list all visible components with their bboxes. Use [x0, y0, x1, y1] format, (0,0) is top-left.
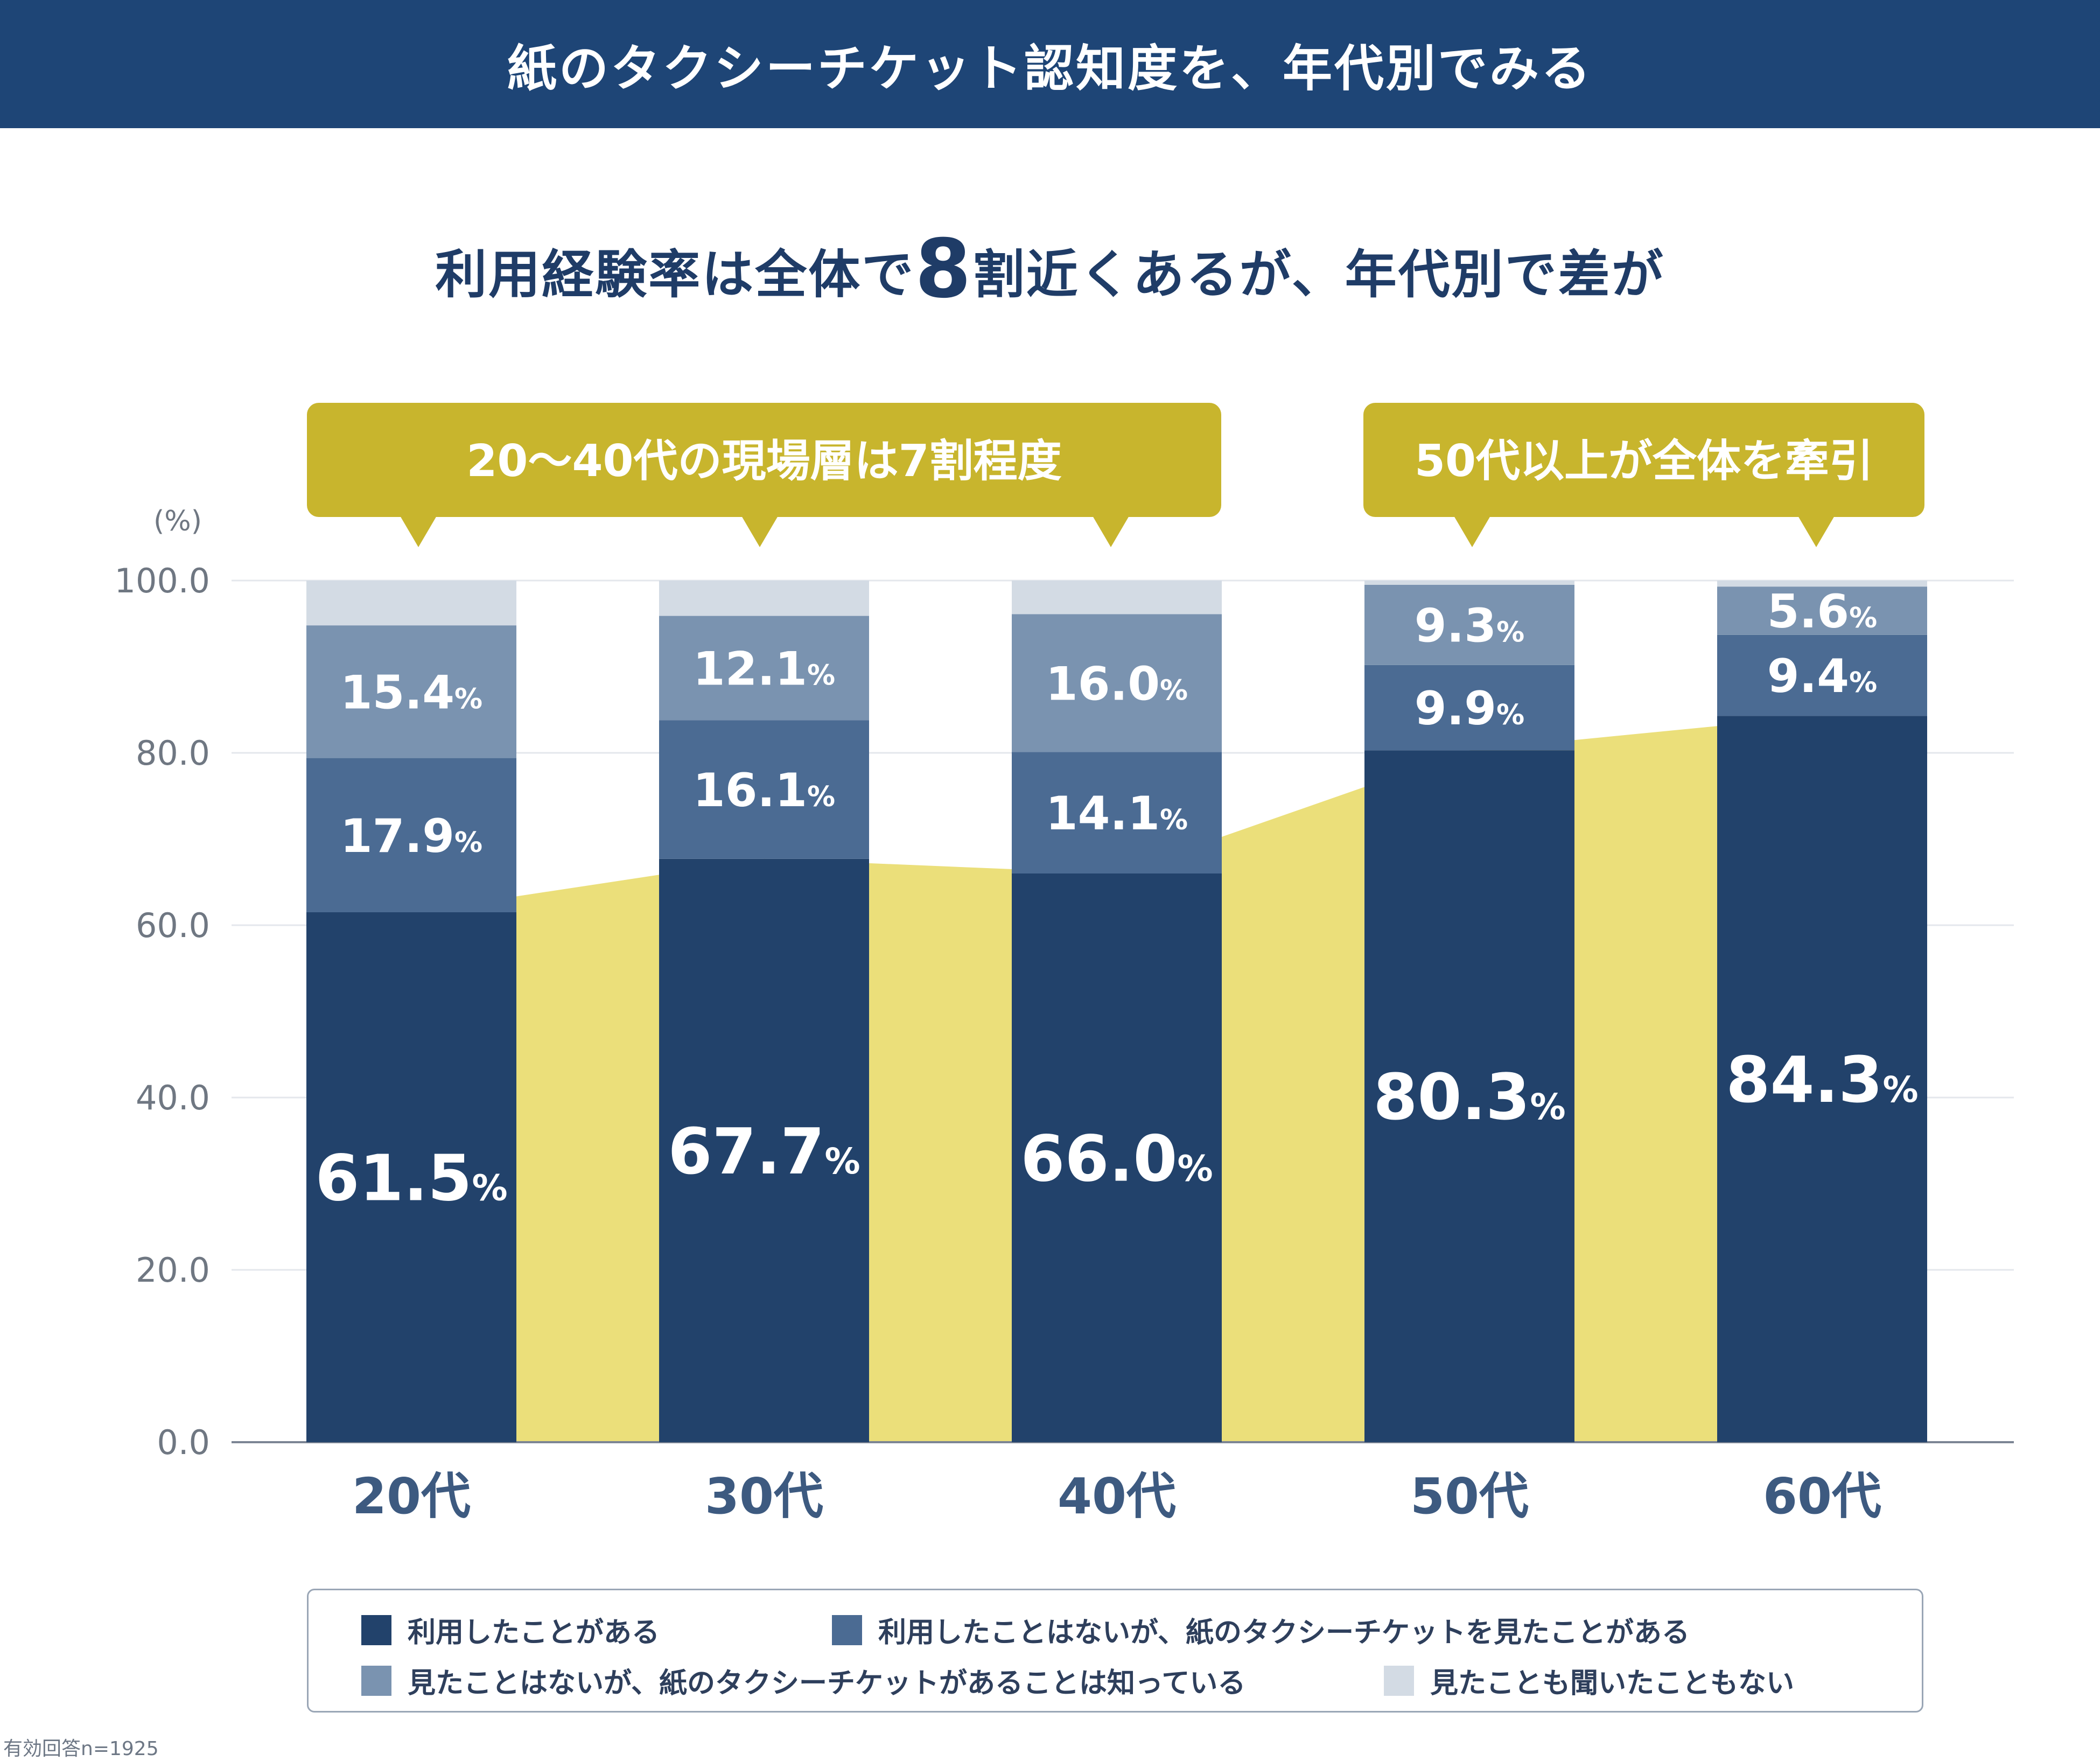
y-tick-label: 60.0	[136, 906, 210, 945]
bar-value-label: 80.3%	[1373, 1060, 1565, 1134]
bar-segment	[1012, 752, 1222, 873]
bar-value-label: 17.9%	[340, 809, 482, 863]
callout-text: 20～40代の現場層は7割程度	[466, 436, 1061, 487]
legend: 利用したことがある 利用したことはないが、紙のタクシーチケットを見たことがある …	[307, 1589, 1923, 1713]
y-tick-label: 20.0	[136, 1250, 210, 1290]
callout-pointer	[1454, 516, 1490, 547]
bar-segment	[1012, 581, 1222, 614]
bar-segment	[306, 581, 516, 626]
subtitle-highlight: 8	[915, 222, 973, 316]
bar-value-label: 16.0%	[1046, 657, 1188, 711]
bar-segment	[1717, 581, 1927, 587]
legend-item-used: 利用したことがある	[361, 1610, 660, 1650]
callout-pointer	[400, 516, 437, 547]
bar-segment	[659, 616, 869, 721]
bar-segment	[1012, 614, 1222, 752]
bar-value-label: 14.1%	[1046, 787, 1188, 841]
bar-segment	[1364, 750, 1574, 1442]
bar-segment	[306, 912, 516, 1442]
bar-value-label: 15.4%	[340, 666, 482, 719]
legend-label: 利用したことはないが、紙のタクシーチケットを見たことがある	[878, 1617, 1690, 1649]
bar-segment	[1012, 873, 1222, 1442]
y-tick-label: 0.0	[157, 1423, 210, 1462]
bar-segment	[1717, 716, 1927, 1442]
legend-swatch	[1384, 1665, 1414, 1696]
x-tick-label: 30代	[705, 1467, 823, 1525]
chart-subtitle: 利用経験率は全体で8割近くあるが、年代別で差が	[0, 226, 2100, 318]
bar-value-label: 5.6%	[1767, 585, 1877, 639]
bar-value-label: 16.1%	[693, 764, 835, 817]
bar-value-label: 84.3%	[1726, 1043, 1918, 1117]
bar-value-label: 9.9%	[1415, 682, 1524, 736]
legend-label: 見たことも聞いたこともない	[1430, 1667, 1795, 1700]
subtitle-before: 利用経験率は全体で	[435, 244, 915, 305]
legend-swatch	[832, 1615, 862, 1645]
stacked-bar-chart: 0.0 20.0 40.0 60.0 80.0 100.0 (%) 61.5% 17.9% 15.…	[115, 403, 2014, 1525]
bar-value-label: 67.7%	[668, 1114, 860, 1189]
legend-label: 利用したことがある	[408, 1617, 660, 1649]
legend-swatch	[361, 1665, 391, 1696]
bar-segment	[306, 625, 516, 758]
legend-label: 見たことはないが、紙のタクシーチケットがあることは知っている	[408, 1667, 1246, 1700]
x-tick-label: 40代	[1058, 1467, 1176, 1525]
bar-segment	[659, 581, 869, 616]
bar-value-label: 12.1%	[693, 642, 835, 696]
footnote: 有効回答n=1925	[3, 1738, 159, 1760]
bar-segment	[1364, 581, 1574, 585]
bar-segment	[1364, 665, 1574, 751]
bar-segment	[1717, 634, 1927, 716]
callout-text: 50代以上が全体を牽引	[1415, 436, 1873, 487]
x-tick-label: 50代	[1410, 1467, 1529, 1525]
y-unit-label: (%)	[153, 505, 202, 537]
bar-segment	[306, 758, 516, 912]
header-title: 紙のタクシーチケット認知度を、年代別でみる	[507, 39, 1593, 97]
bar-value-label: 61.5%	[315, 1141, 507, 1215]
legend-item-unknown: 見たことも聞いたこともない	[1384, 1660, 1794, 1701]
bar-segment	[1717, 586, 1927, 635]
y-tick-label: 100.0	[115, 561, 211, 600]
y-tick-label: 40.0	[136, 1078, 210, 1117]
x-tick-label: 20代	[352, 1467, 471, 1525]
subtitle-after: 割近くあるが、年代別で差が	[972, 244, 1665, 305]
y-tick-label: 80.0	[136, 733, 210, 773]
bar-value-label: 9.4%	[1767, 649, 1877, 703]
bar-value-label: 66.0%	[1020, 1121, 1213, 1196]
callout-pointer	[1093, 516, 1129, 547]
callout-pointer	[1798, 516, 1835, 547]
legend-swatch	[361, 1615, 391, 1645]
callout-box	[1363, 403, 1924, 517]
header-banner: 紙のタクシーチケット認知度を、年代別でみる	[0, 0, 2100, 128]
bar-segment	[659, 858, 869, 1442]
bar-segment	[1364, 585, 1574, 665]
x-tick-label: 60代	[1763, 1467, 1881, 1525]
callout-box	[307, 403, 1221, 517]
callout-pointer	[741, 516, 778, 547]
legend-item-seen: 利用したことはないが、紙のタクシーチケットを見たことがある	[832, 1610, 1690, 1650]
bar-value-label: 9.3%	[1415, 599, 1524, 653]
legend-item-known: 見たことはないが、紙のタクシーチケットがあることは知っている	[361, 1660, 1245, 1701]
bar-segment	[659, 720, 869, 859]
